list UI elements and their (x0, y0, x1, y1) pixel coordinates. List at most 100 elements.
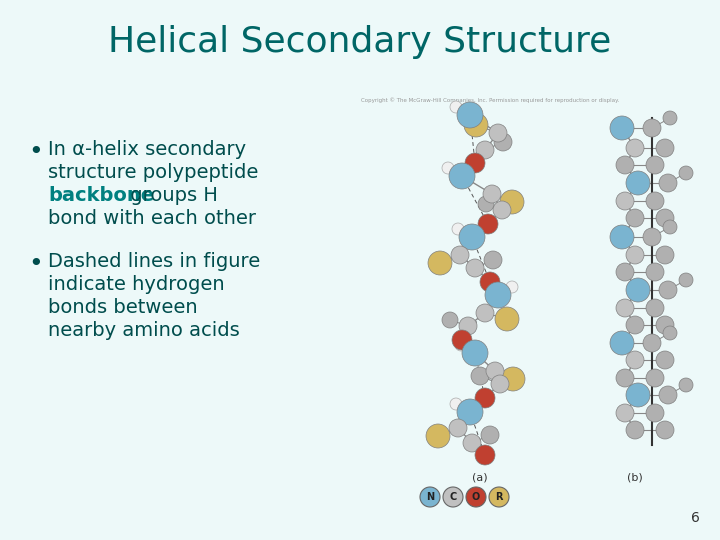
Circle shape (452, 330, 472, 350)
Circle shape (506, 281, 518, 293)
Text: 6: 6 (691, 511, 700, 525)
Circle shape (626, 421, 644, 439)
Text: •: • (28, 140, 42, 164)
Circle shape (679, 378, 693, 392)
Circle shape (485, 282, 511, 308)
Circle shape (462, 340, 488, 366)
Circle shape (626, 316, 644, 334)
Circle shape (656, 351, 674, 369)
Circle shape (656, 209, 674, 227)
Circle shape (478, 214, 498, 234)
Circle shape (656, 139, 674, 157)
Circle shape (626, 171, 650, 195)
Circle shape (455, 339, 467, 351)
Circle shape (465, 153, 485, 173)
Circle shape (483, 185, 501, 203)
Circle shape (663, 111, 677, 125)
Circle shape (489, 124, 507, 142)
Circle shape (646, 263, 664, 281)
Circle shape (420, 487, 440, 507)
Text: Copyright © The McGraw-Hill Companies, Inc. Permission required for reproduction: Copyright © The McGraw-Hill Companies, I… (361, 97, 619, 103)
Text: structure polypeptide: structure polypeptide (48, 163, 258, 182)
Circle shape (428, 251, 452, 275)
Circle shape (426, 424, 450, 448)
Circle shape (646, 404, 664, 422)
Circle shape (450, 398, 462, 410)
Text: groups H: groups H (124, 186, 218, 205)
Circle shape (471, 367, 489, 385)
Circle shape (476, 304, 494, 322)
Circle shape (646, 369, 664, 387)
Circle shape (646, 299, 664, 317)
Circle shape (659, 281, 677, 299)
Circle shape (626, 139, 644, 157)
Circle shape (449, 163, 475, 189)
Circle shape (489, 487, 509, 507)
Circle shape (484, 251, 502, 269)
Circle shape (643, 334, 661, 352)
Circle shape (495, 307, 519, 331)
Circle shape (466, 487, 486, 507)
Circle shape (610, 331, 634, 355)
Text: (b): (b) (627, 472, 643, 482)
Circle shape (463, 434, 481, 452)
Circle shape (616, 263, 634, 281)
Circle shape (464, 113, 488, 137)
Circle shape (626, 383, 650, 407)
Circle shape (626, 351, 644, 369)
Text: In α-helix secondary: In α-helix secondary (48, 140, 246, 159)
Circle shape (486, 362, 504, 380)
Text: O: O (472, 492, 480, 502)
Circle shape (500, 190, 524, 214)
Circle shape (610, 116, 634, 140)
Text: Dashed lines in figure: Dashed lines in figure (48, 252, 260, 271)
Circle shape (626, 246, 644, 264)
Circle shape (457, 102, 483, 128)
Circle shape (616, 192, 634, 210)
Circle shape (643, 228, 661, 246)
Circle shape (457, 399, 483, 425)
Circle shape (643, 119, 661, 137)
Text: (a): (a) (472, 472, 488, 482)
Circle shape (626, 209, 644, 227)
Circle shape (626, 278, 650, 302)
Circle shape (466, 259, 484, 277)
Circle shape (679, 273, 693, 287)
Text: indicate hydrogen: indicate hydrogen (48, 275, 225, 294)
Circle shape (494, 133, 512, 151)
Circle shape (493, 201, 511, 219)
Circle shape (616, 369, 634, 387)
Circle shape (480, 272, 500, 292)
Text: R: R (495, 492, 503, 502)
Circle shape (646, 156, 664, 174)
Circle shape (491, 375, 509, 393)
Circle shape (616, 404, 634, 422)
Text: Helical Secondary Structure: Helical Secondary Structure (109, 25, 611, 59)
Circle shape (659, 386, 677, 404)
Circle shape (452, 223, 464, 235)
Text: •: • (28, 252, 42, 276)
Circle shape (663, 326, 677, 340)
Text: bond with each other: bond with each other (48, 209, 256, 228)
Circle shape (443, 487, 463, 507)
Circle shape (501, 367, 525, 391)
Circle shape (442, 162, 454, 174)
Text: backbone: backbone (48, 186, 154, 205)
Circle shape (442, 312, 458, 328)
Circle shape (478, 196, 494, 212)
Circle shape (476, 141, 494, 159)
Circle shape (449, 419, 467, 437)
Circle shape (679, 166, 693, 180)
Circle shape (663, 220, 677, 234)
Circle shape (475, 388, 495, 408)
Circle shape (616, 156, 634, 174)
Circle shape (475, 445, 495, 465)
Text: N: N (426, 492, 434, 502)
Circle shape (659, 174, 677, 192)
Circle shape (450, 101, 462, 113)
Circle shape (451, 246, 469, 264)
Circle shape (481, 426, 499, 444)
Circle shape (646, 192, 664, 210)
Text: nearby amino acids: nearby amino acids (48, 321, 240, 340)
Circle shape (610, 225, 634, 249)
